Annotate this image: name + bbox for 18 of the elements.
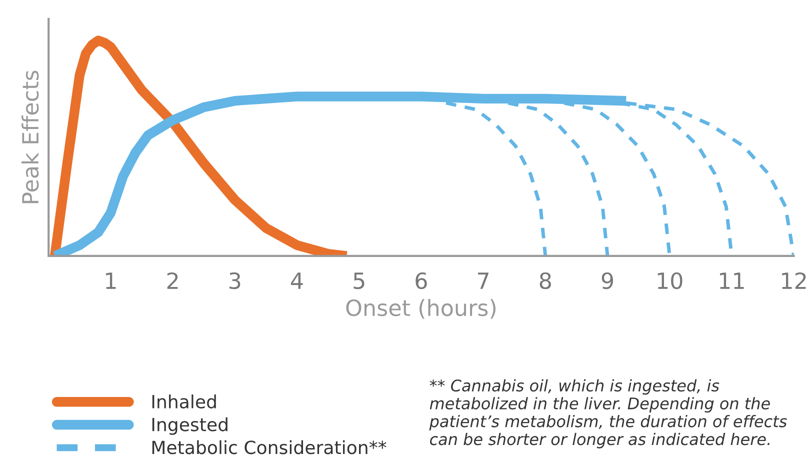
x-axis-title: Onset (hours) [346,298,496,319]
x-tick-label: 4 [291,272,303,289]
x-tick-label: 7 [478,272,488,289]
x-tick-label: 11 [720,272,744,289]
legend-label: Ingested [152,417,228,435]
legend-label: Inhaled [152,394,216,408]
x-tick-label: 12 [782,272,806,289]
x-tick-label: 5 [354,272,364,290]
x-tick-label: 3 [230,272,240,290]
x-tick-label: 6 [416,272,427,290]
x-tick-label: 8 [540,272,551,290]
x-tick-label: 10 [658,272,682,290]
y-axis-title: Peak Effects [22,70,39,204]
x-tick-label: 2 [167,272,178,289]
text: ** Cannabis oil, which is ingested, is metabolized in the liver. Depending on the patient’s metabolism, the duration of effects can be shorter or longer as indicated here. [429,379,787,448]
x-tick-label: 9 [602,272,614,290]
legend-label: Metabolic Consideration** [152,440,386,454]
x-tick-label: 1 [106,272,116,289]
